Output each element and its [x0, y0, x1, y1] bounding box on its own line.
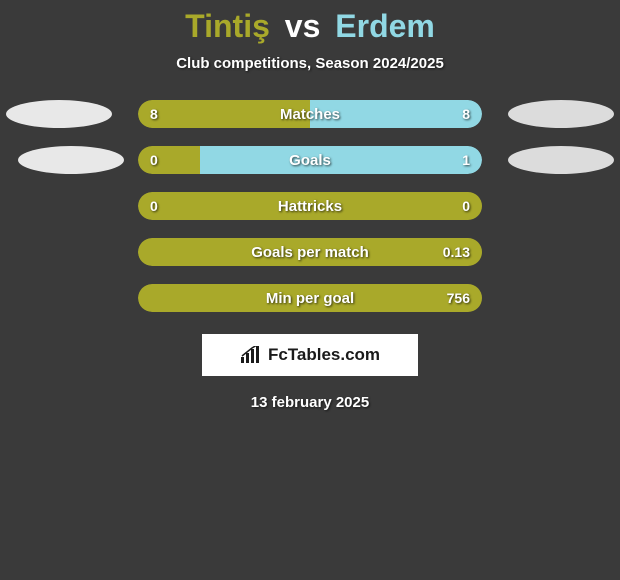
stat-bar: 756Min per goal: [138, 284, 482, 312]
stat-row: 756Min per goal: [0, 284, 620, 312]
subtitle: Club competitions, Season 2024/2025: [176, 55, 444, 72]
stat-bar: 88Matches: [138, 100, 482, 128]
player1-marker: [18, 146, 124, 174]
player1-name: Tintiş: [185, 8, 270, 44]
vs-label: vs: [285, 8, 321, 44]
stat-bar: 0.13Goals per match: [138, 238, 482, 266]
brand-text: FcTables.com: [268, 345, 380, 365]
comparison-container: Tintiş vs Erdem Club competitions, Seaso…: [0, 0, 620, 411]
bar-chart-icon: [240, 346, 262, 364]
stat-row: 88Matches: [0, 100, 620, 128]
player2-name: Erdem: [335, 8, 435, 44]
stat-row: 00Hattricks: [0, 192, 620, 220]
stat-label: Goals: [138, 146, 482, 174]
player1-marker: [6, 100, 112, 128]
page-title: Tintiş vs Erdem: [185, 8, 435, 45]
stat-bar: 01Goals: [138, 146, 482, 174]
stat-label: Min per goal: [138, 284, 482, 312]
stat-label: Goals per match: [138, 238, 482, 266]
brand-badge: FcTables.com: [202, 334, 418, 376]
date-label: 13 february 2025: [251, 394, 369, 411]
player2-marker: [508, 146, 614, 174]
player2-marker: [508, 100, 614, 128]
stat-bar: 00Hattricks: [138, 192, 482, 220]
stat-label: Hattricks: [138, 192, 482, 220]
stats-rows: 88Matches 01Goals 00Hattricks 0.13Goals per…: [0, 100, 620, 312]
stat-row: 0.13Goals per match: [0, 238, 620, 266]
stat-label: Matches: [138, 100, 482, 128]
stat-row: 01Goals: [0, 146, 620, 174]
